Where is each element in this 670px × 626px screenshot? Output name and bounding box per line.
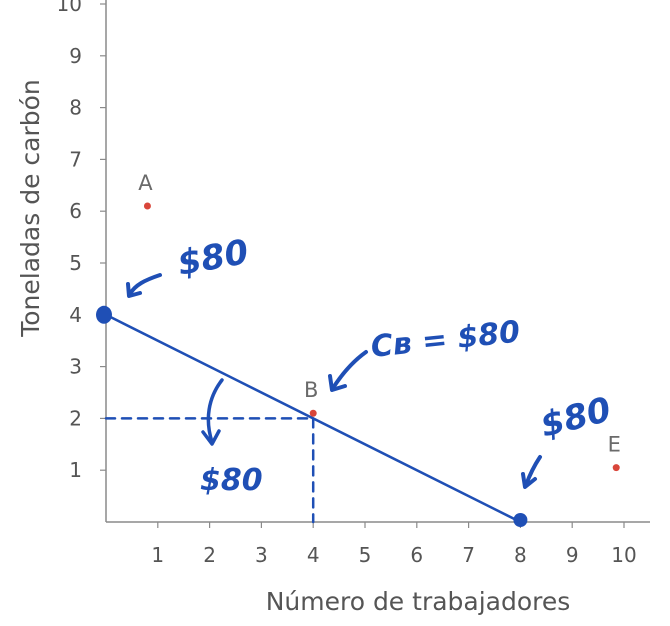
point-label-a: A — [138, 171, 153, 195]
point-label-e: E — [608, 433, 621, 457]
x-tick-label: 8 — [514, 543, 527, 567]
y-tick-label: 4 — [69, 303, 82, 327]
x-tick-label: 10 — [611, 543, 636, 567]
annotation-right-arrow — [524, 455, 542, 487]
x-tick-label: 9 — [566, 543, 579, 567]
y-tick-label: 6 — [69, 199, 82, 223]
y-tick-label: 8 — [69, 96, 82, 120]
x-tick-label: 3 — [255, 543, 268, 567]
x-tick-label: 4 — [307, 543, 320, 567]
x-tick-label: 5 — [359, 543, 372, 567]
y-tick-label: 7 — [69, 147, 82, 171]
budget-line-start-dot — [96, 305, 112, 324]
budget-line — [105, 313, 521, 524]
annotation-middle-text: Cʙ = $80 — [369, 315, 521, 365]
y-tick-label: 2 — [69, 406, 82, 430]
y-axis-label: Toneladas de carbón — [16, 79, 45, 338]
point-b — [309, 409, 317, 417]
point-label-b: B — [304, 378, 318, 402]
point-e — [612, 464, 620, 472]
y-tick-label: 9 — [69, 44, 82, 68]
annotation-middle-arrow — [331, 350, 368, 390]
annotation-bottom-arrow — [206, 378, 224, 444]
y-tick-label: 1 — [69, 458, 82, 482]
x-tick-label: 1 — [151, 543, 164, 567]
annotation-bottom-arrowhead — [201, 429, 221, 446]
x-tick-label: 2 — [203, 543, 216, 567]
annotation-left-arrow — [128, 273, 162, 296]
points: A B E — [138, 171, 621, 472]
y-tick-label: 10 — [57, 0, 82, 16]
annotation-right-text: $80 — [537, 390, 616, 446]
annotation-left-text: $80 — [175, 232, 252, 284]
budget-line-group — [96, 305, 528, 527]
x-tick-label: 6 — [410, 543, 423, 567]
annotation-bottom-text: $80 — [200, 463, 263, 498]
annotation-right-arrowhead — [521, 472, 537, 489]
annotation-middle-arrowhead — [328, 374, 347, 392]
y-tick-label: 5 — [69, 251, 82, 275]
ticks: 1 2 3 4 5 6 7 8 9 10 1 2 3 4 5 6 7 8 9 10 — [57, 0, 637, 567]
point-a — [143, 202, 151, 210]
annotation-left-arrowhead — [126, 282, 142, 298]
x-axis-label: Número de trabajadores — [266, 587, 571, 616]
handwritten-annotations: $80 Cʙ = $80 $80 $80 — [126, 232, 616, 498]
x-tick-label: 7 — [462, 543, 475, 567]
y-tick-label: 3 — [69, 355, 82, 379]
axes — [105, 0, 650, 523]
budget-line-end-dot — [513, 513, 528, 527]
